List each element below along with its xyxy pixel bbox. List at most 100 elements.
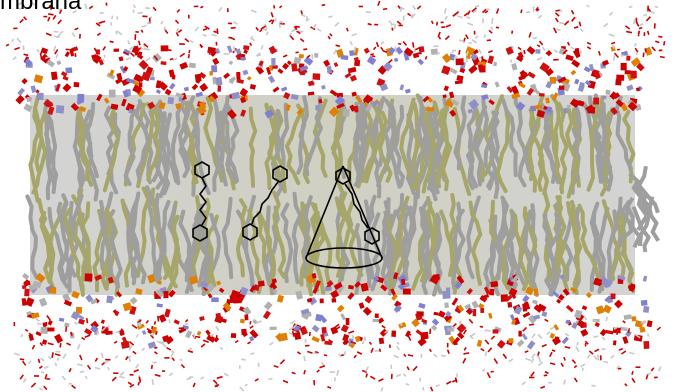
water-molecule — [556, 18, 559, 22]
water-molecule — [296, 52, 299, 53]
water-molecule — [41, 372, 44, 373]
atom — [230, 295, 238, 303]
atom — [138, 60, 148, 70]
water-molecule — [36, 319, 40, 322]
atom — [605, 330, 613, 335]
water-molecule — [352, 34, 357, 36]
water-molecule — [648, 31, 649, 35]
atom — [325, 286, 332, 291]
water-molecule — [24, 54, 29, 55]
atom — [522, 295, 530, 303]
water-molecule — [577, 342, 578, 345]
water-molecule — [588, 354, 591, 358]
atom — [65, 67, 72, 73]
atom — [25, 297, 34, 307]
water-molecule — [146, 321, 148, 324]
water-molecule — [555, 29, 560, 31]
water-molecule — [568, 42, 570, 45]
water-molecule — [172, 358, 174, 361]
water-molecule — [17, 38, 21, 43]
water-molecule — [565, 334, 569, 336]
water-molecule — [195, 27, 198, 31]
water-molecule — [328, 36, 330, 39]
water-molecule — [203, 35, 207, 36]
atom — [350, 75, 357, 82]
water-molecule — [58, 20, 62, 24]
atom — [391, 331, 396, 337]
atom — [130, 297, 138, 305]
water-molecule — [296, 27, 300, 28]
water-molecule — [565, 21, 569, 25]
water-molecule — [538, 15, 541, 18]
water-molecule — [173, 58, 177, 60]
water-molecule — [32, 345, 34, 349]
water-molecule — [240, 387, 244, 391]
atom — [109, 90, 116, 98]
atom — [616, 75, 624, 81]
water-molecule — [580, 51, 581, 54]
water-molecule — [550, 352, 552, 357]
water-molecule — [80, 355, 82, 360]
water-molecule — [186, 320, 188, 322]
atom — [364, 296, 372, 304]
water-molecule — [379, 379, 384, 381]
water-molecule — [41, 358, 45, 361]
atom — [443, 94, 447, 98]
water-molecule — [628, 328, 629, 333]
atom — [321, 85, 326, 90]
water-molecule — [529, 324, 534, 325]
water-molecule — [31, 383, 35, 387]
water-molecule — [394, 24, 395, 29]
atom — [487, 55, 494, 64]
water-molecule — [488, 348, 492, 352]
atom — [340, 55, 348, 60]
water-molecule — [24, 378, 27, 382]
atom — [179, 62, 188, 70]
atom — [539, 93, 545, 97]
water-molecule — [581, 364, 585, 367]
atom — [48, 320, 53, 326]
atom — [277, 68, 283, 74]
atom — [375, 314, 379, 319]
water-molecule — [652, 47, 656, 51]
atom — [507, 302, 512, 308]
water-molecule — [408, 335, 411, 340]
water-molecule — [552, 350, 555, 351]
atom — [27, 97, 32, 102]
water-molecule — [126, 58, 131, 60]
water-molecule — [228, 37, 231, 38]
atom — [380, 329, 388, 337]
water-molecule — [62, 376, 65, 380]
water-molecule — [99, 23, 102, 24]
water-molecule — [396, 374, 401, 376]
water-molecule — [82, 338, 85, 340]
atom — [565, 54, 573, 61]
water-molecule — [611, 43, 615, 44]
atom — [37, 93, 44, 100]
water-molecule — [290, 35, 294, 39]
water-molecule — [594, 336, 599, 337]
water-molecule — [138, 382, 139, 385]
water-molecule — [304, 356, 305, 361]
water-molecule — [394, 355, 399, 358]
atom — [346, 318, 350, 325]
water-molecule — [189, 50, 190, 53]
water-molecule — [489, 30, 492, 33]
water-molecule — [189, 54, 190, 58]
water-molecule — [112, 16, 113, 19]
water-molecule — [298, 31, 303, 32]
water-molecule — [337, 370, 339, 376]
atom — [308, 92, 315, 96]
atom — [634, 334, 643, 341]
atom — [432, 318, 439, 325]
atom — [263, 311, 271, 320]
water-molecule — [147, 22, 149, 25]
water-molecule — [643, 15, 647, 16]
atom — [62, 83, 71, 92]
water-molecule — [479, 49, 482, 54]
water-molecule — [466, 17, 470, 19]
atom — [250, 84, 256, 90]
water-molecule — [108, 367, 110, 370]
atom — [337, 305, 345, 313]
water-molecule — [459, 50, 460, 55]
